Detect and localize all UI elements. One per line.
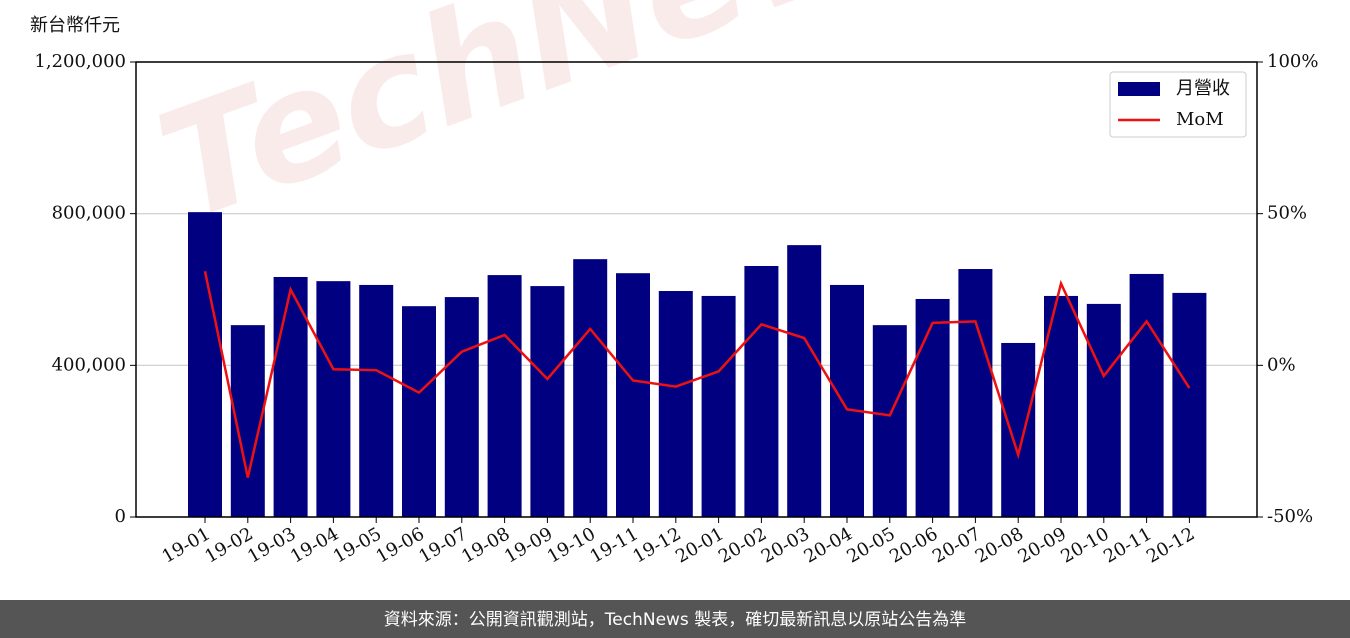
x-tick-label: 20-05 <box>843 523 898 567</box>
plot-frame <box>135 61 1258 518</box>
bar <box>402 306 436 517</box>
x-tick-label: 19-05 <box>330 523 385 567</box>
bar <box>872 325 907 517</box>
x-tick-label: 20-02 <box>715 523 770 567</box>
x-tick-label: 19-07 <box>415 523 470 567</box>
footer-bar <box>0 600 1350 638</box>
legend-swatch <box>1118 82 1160 96</box>
x-tick-label: 20-01 <box>672 523 727 567</box>
x-tick-label: 20-11 <box>1100 523 1155 567</box>
bar <box>359 284 394 517</box>
bar <box>830 284 864 517</box>
x-tick-label: 20-10 <box>1057 523 1112 567</box>
x-tick-label: 20-04 <box>801 523 856 567</box>
bar <box>658 291 693 517</box>
legend-label: 月營收 <box>1176 78 1230 99</box>
bar <box>316 281 351 517</box>
bar <box>273 276 308 517</box>
x-tick-label: 19-06 <box>373 523 428 567</box>
bar <box>188 212 222 517</box>
source-note: 資料來源：公開資訊觀測站，TechNews 製表，確切最新訊息以原站公告為準 <box>384 610 966 630</box>
y-tick-label: 800,000 <box>52 203 126 224</box>
line <box>203 271 1191 478</box>
x-tick-label: 20-03 <box>758 523 813 567</box>
x-tick-label: 20-12 <box>1143 523 1198 567</box>
bar <box>1129 273 1164 517</box>
bar <box>915 298 950 517</box>
y2-tick-label: 100% <box>1267 51 1318 72</box>
bar <box>1086 303 1121 517</box>
x-tick-label: 19-03 <box>244 523 299 567</box>
x-tick-label: 20-09 <box>1015 523 1070 567</box>
bar <box>744 265 779 517</box>
y-axis-label: 新台幣仟元 <box>30 15 120 36</box>
bar <box>444 297 479 517</box>
y2-tick-label: 50% <box>1267 203 1307 224</box>
x-tick-label: 20-07 <box>929 523 984 567</box>
bar <box>701 295 736 517</box>
legend-label: MoM <box>1176 109 1224 130</box>
y2-tick-label: -50% <box>1267 506 1313 527</box>
y2-tick-label: 0% <box>1267 354 1296 375</box>
x-tick-label: 19-09 <box>501 523 556 567</box>
x-tick-label: 19-04 <box>287 523 342 567</box>
x-tick-label: 19-01 <box>159 523 214 567</box>
bar <box>530 286 565 517</box>
bar <box>616 273 650 517</box>
x-tick-label: 19-02 <box>201 523 256 567</box>
x-tick-label: 19-12 <box>629 523 684 567</box>
x-tick-label: 20-06 <box>886 523 941 567</box>
x-tick-label: 19-08 <box>458 523 513 567</box>
y-tick-label: 1,200,000 <box>34 51 126 72</box>
x-tick-label: 19-11 <box>587 523 642 567</box>
watermark: TechNews <box>139 0 984 255</box>
x-tick-label: 19-10 <box>544 523 599 567</box>
x-tick-label: 20-08 <box>972 523 1027 567</box>
bar <box>787 245 822 517</box>
bar <box>487 275 522 517</box>
bar <box>1172 292 1207 517</box>
bar <box>1001 342 1036 517</box>
bar <box>573 259 608 517</box>
bar <box>958 269 993 517</box>
y-tick-label: 400,000 <box>52 354 126 375</box>
y-tick-label: 0 <box>115 506 126 527</box>
